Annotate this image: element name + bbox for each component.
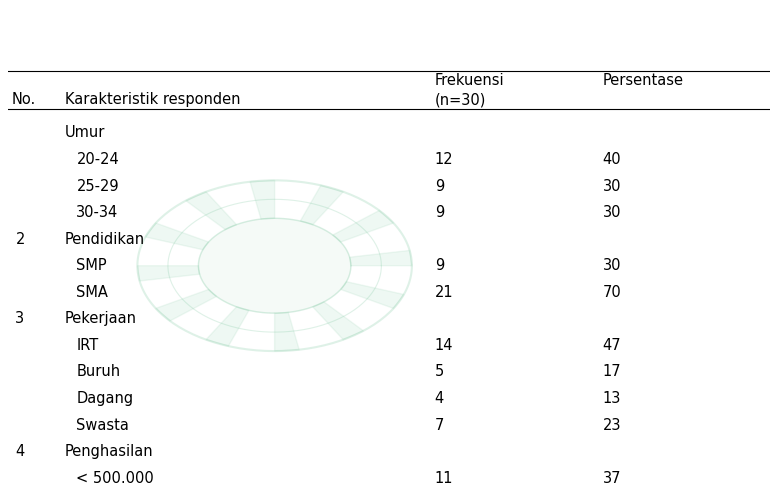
Text: 3: 3 xyxy=(16,311,25,326)
Text: 40: 40 xyxy=(602,152,621,167)
Text: 9: 9 xyxy=(435,205,444,220)
Text: 13: 13 xyxy=(602,391,621,406)
Text: Pekerjaan: Pekerjaan xyxy=(65,311,137,326)
Text: 23: 23 xyxy=(602,418,621,433)
Polygon shape xyxy=(186,192,237,229)
Text: 4: 4 xyxy=(16,444,25,459)
Text: 9: 9 xyxy=(435,179,444,194)
Text: 21: 21 xyxy=(435,285,454,300)
Text: 4: 4 xyxy=(435,391,444,406)
Text: No.: No. xyxy=(12,92,36,107)
Text: Dagang: Dagang xyxy=(76,391,134,406)
Text: Umur: Umur xyxy=(65,125,105,140)
Text: Persentase: Persentase xyxy=(602,73,684,88)
Text: 17: 17 xyxy=(602,364,621,379)
Text: 37: 37 xyxy=(602,471,621,484)
Text: 11: 11 xyxy=(435,471,454,484)
Text: Penghasilan: Penghasilan xyxy=(65,444,153,459)
Text: Frekuensi: Frekuensi xyxy=(435,73,504,88)
Text: Pendidikan: Pendidikan xyxy=(65,232,145,247)
Text: 7: 7 xyxy=(435,418,444,433)
Text: IRT: IRT xyxy=(76,338,99,353)
Polygon shape xyxy=(138,266,200,281)
Polygon shape xyxy=(145,223,209,250)
Text: 14: 14 xyxy=(435,338,454,353)
Text: < 500.000: < 500.000 xyxy=(76,471,154,484)
Text: 20-24: 20-24 xyxy=(76,152,119,167)
Circle shape xyxy=(198,218,351,313)
Text: 30: 30 xyxy=(602,179,621,194)
Text: 12: 12 xyxy=(435,152,454,167)
Polygon shape xyxy=(250,181,275,219)
Text: (n=30): (n=30) xyxy=(435,92,486,107)
Text: 30: 30 xyxy=(602,258,621,273)
Text: Karakteristik responden: Karakteristik responden xyxy=(65,92,240,107)
Text: Swasta: Swasta xyxy=(76,418,129,433)
Text: SMP: SMP xyxy=(76,258,107,273)
Polygon shape xyxy=(275,312,300,351)
Text: 30-34: 30-34 xyxy=(76,205,119,220)
Text: 70: 70 xyxy=(602,285,622,300)
Text: Buruh: Buruh xyxy=(76,364,121,379)
Polygon shape xyxy=(300,185,343,225)
Text: SMA: SMA xyxy=(76,285,108,300)
Text: 2: 2 xyxy=(16,232,25,247)
Polygon shape xyxy=(313,302,363,340)
Text: 30: 30 xyxy=(602,205,621,220)
Text: 5: 5 xyxy=(435,364,444,379)
Polygon shape xyxy=(206,307,249,346)
Text: 25-29: 25-29 xyxy=(76,179,119,194)
Polygon shape xyxy=(333,211,394,242)
Polygon shape xyxy=(156,289,216,321)
Polygon shape xyxy=(341,282,404,308)
Text: 9: 9 xyxy=(435,258,444,273)
Text: 47: 47 xyxy=(602,338,621,353)
Polygon shape xyxy=(349,250,412,266)
